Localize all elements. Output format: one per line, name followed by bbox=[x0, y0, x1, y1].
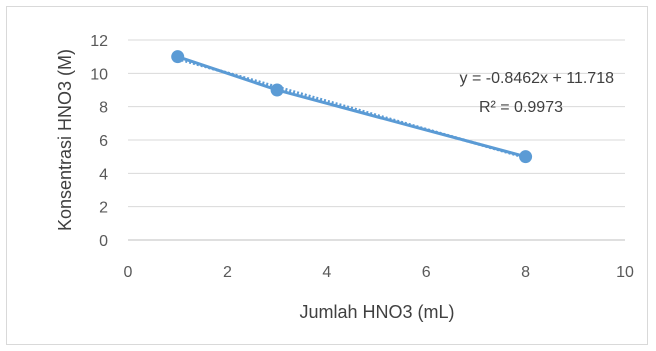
data-point bbox=[519, 150, 533, 164]
linear-trendline bbox=[177, 57, 527, 159]
trendline-equation: y = -0.8462x + 11.718 bbox=[460, 70, 615, 87]
x-tick-label: 6 bbox=[422, 264, 431, 281]
x-axis-title: Jumlah HNO3 (mL) bbox=[299, 302, 454, 322]
chart-area bbox=[6, 6, 648, 345]
data-points bbox=[171, 50, 533, 164]
y-tick-labels: 0 2 4 6 8 10 12 bbox=[90, 33, 108, 250]
y-tick-label: 8 bbox=[99, 100, 108, 117]
trendline-r-squared: R² = 0.9973 bbox=[479, 99, 563, 116]
x-tick-label: 10 bbox=[616, 264, 634, 281]
y-tick-label: 0 bbox=[99, 233, 108, 250]
y-tick-label: 2 bbox=[99, 200, 108, 217]
x-tick-label: 4 bbox=[322, 264, 331, 281]
y-tick-label: 6 bbox=[99, 133, 108, 150]
y-tick-label: 10 bbox=[90, 66, 108, 83]
y-tick-label: 4 bbox=[99, 166, 108, 183]
x-tick-label: 2 bbox=[223, 264, 232, 281]
x-tick-label: 0 bbox=[124, 264, 133, 281]
x-tick-label: 8 bbox=[521, 264, 530, 281]
x-tick-labels: 0 2 4 6 8 10 bbox=[124, 264, 634, 281]
y-tick-label: 12 bbox=[90, 33, 108, 50]
data-point bbox=[270, 83, 284, 97]
data-point bbox=[171, 50, 185, 64]
gridlines bbox=[128, 39, 625, 208]
y-axis-title: Konsentrasi HNO3 (M) bbox=[55, 49, 75, 231]
